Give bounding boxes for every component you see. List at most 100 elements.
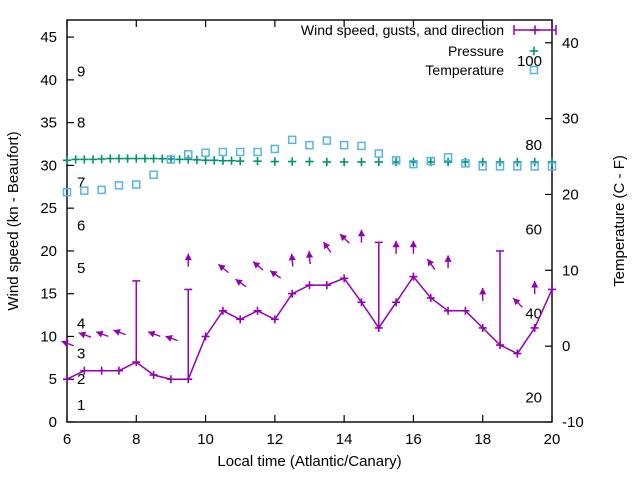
wind-direction-arrowhead <box>409 240 417 248</box>
y2-tick-label: 10 <box>562 262 579 279</box>
wind-direction-arrowhead <box>113 329 121 336</box>
legend-label-0: Wind speed, gusts, and direction <box>301 22 504 38</box>
square-marker <box>132 180 141 189</box>
beaufort-label: 4 <box>77 316 85 333</box>
y-tick-label: 45 <box>40 29 57 46</box>
square-marker <box>114 181 124 190</box>
square-marker <box>201 148 210 157</box>
square-marker <box>426 156 435 166</box>
beaufort-label: 3 <box>77 346 85 363</box>
y-tick-label: 40 <box>40 72 57 89</box>
square-marker <box>62 187 72 197</box>
square-marker <box>357 141 366 151</box>
beaufort-label: 8 <box>77 115 85 132</box>
y-tick-label: 0 <box>49 414 57 431</box>
fahrenheit-label: 80 <box>525 137 542 154</box>
y-tick-label: 35 <box>40 115 57 132</box>
x-tick-label: 18 <box>474 431 491 448</box>
legend-label-1: Pressure <box>448 43 504 59</box>
series-pressure <box>62 154 557 167</box>
wind-direction-arrowhead <box>61 340 69 347</box>
square-marker <box>253 147 262 157</box>
square-marker <box>461 159 470 168</box>
inner-scale-labels: 1 2 3 4 5 6 7 8 9 20 40 60 80 100 <box>77 53 542 414</box>
wind-direction-arrowhead <box>235 279 243 286</box>
wind-direction-arrowhead <box>96 330 104 338</box>
square-marker <box>529 65 539 75</box>
x-tick-label: 14 <box>336 431 353 448</box>
wind-direction-arrowhead <box>479 287 487 295</box>
wind-direction-arrowhead <box>306 251 314 258</box>
legend-label-2: Temperature <box>425 62 504 78</box>
y2-tick-label: 30 <box>562 111 579 128</box>
x-axis-title: Local time (Atlantic/Canary) <box>217 453 401 470</box>
y-tick-label: 30 <box>40 157 57 174</box>
wind-direction-arrowhead <box>513 298 521 306</box>
axis-titles: Local time (Atlantic/Canary) Wind speed (… <box>5 131 628 470</box>
square-marker <box>391 156 401 165</box>
beaufort-label: 6 <box>77 217 85 234</box>
fahrenheit-label: 20 <box>525 390 542 407</box>
wind-direction-arrowhead <box>392 240 400 248</box>
wind-direction-arrowhead <box>148 330 156 338</box>
beaufort-label: 9 <box>77 63 85 80</box>
beaufort-label: 5 <box>77 260 85 277</box>
x-tick-label: 8 <box>132 431 140 448</box>
wind-direction-arrowhead <box>184 253 192 261</box>
square-marker <box>184 150 193 159</box>
wind-direction-arrowhead <box>165 335 173 342</box>
beaufort-label: 2 <box>77 371 85 388</box>
square-marker <box>478 162 487 171</box>
y2-tick-label: 0 <box>562 338 570 355</box>
square-marker <box>339 140 349 150</box>
square-marker <box>305 140 314 150</box>
y-tick-label: 20 <box>40 243 57 260</box>
wind-direction-arrowhead <box>253 261 261 269</box>
series-temperature <box>62 135 557 197</box>
square-marker <box>270 144 280 154</box>
y2-tick-label: 40 <box>562 35 579 52</box>
square-marker <box>218 147 228 157</box>
y2-axis-title: Temperature (C - F) <box>611 155 628 287</box>
wind-direction-arrowhead <box>323 241 331 250</box>
square-marker <box>443 153 453 162</box>
wind-direction-arrowhead <box>340 234 348 242</box>
y-tick-label: 5 <box>49 371 57 388</box>
square-marker <box>547 162 557 171</box>
axis-ticks: 6 8 10 12 14 16 18 20051015202530354045-1001020… <box>40 20 584 448</box>
square-marker <box>97 185 106 195</box>
y-tick-label: 25 <box>40 200 57 217</box>
square-marker <box>287 135 297 145</box>
wind-direction-arrowhead <box>270 270 278 278</box>
square-marker <box>235 147 245 157</box>
square-marker <box>166 155 176 164</box>
chart-legend: Wind speed, gusts, and direction Pressure… <box>301 22 557 78</box>
x-tick-label: 10 <box>197 431 214 448</box>
series-wind-speed <box>61 229 556 384</box>
y-axis-title: Wind speed (kn - Beaufort) <box>5 131 22 310</box>
x-tick-label: 12 <box>267 431 284 448</box>
square-marker <box>149 170 158 179</box>
plot-frame <box>66 19 553 423</box>
wind-direction-arrowhead <box>444 255 452 262</box>
x-tick-label: 16 <box>405 431 422 448</box>
fahrenheit-label: 40 <box>525 306 542 323</box>
y2-tick-label: -10 <box>562 414 584 431</box>
y-tick-label: 10 <box>40 328 57 345</box>
fahrenheit-label: 100 <box>517 53 542 70</box>
square-marker <box>322 136 332 145</box>
wind-direction-arrowhead <box>218 264 226 272</box>
square-marker <box>495 162 505 171</box>
x-tick-label: 20 <box>544 431 561 448</box>
beaufort-label: 7 <box>77 175 85 192</box>
beaufort-label: 1 <box>77 397 85 414</box>
fahrenheit-label: 60 <box>525 221 542 238</box>
wind-direction-arrowhead <box>288 253 296 261</box>
square-marker <box>530 162 539 171</box>
x-tick-label: 6 <box>63 431 71 448</box>
square-marker <box>80 186 89 195</box>
square-marker <box>409 159 418 169</box>
plot-border <box>66 19 553 423</box>
